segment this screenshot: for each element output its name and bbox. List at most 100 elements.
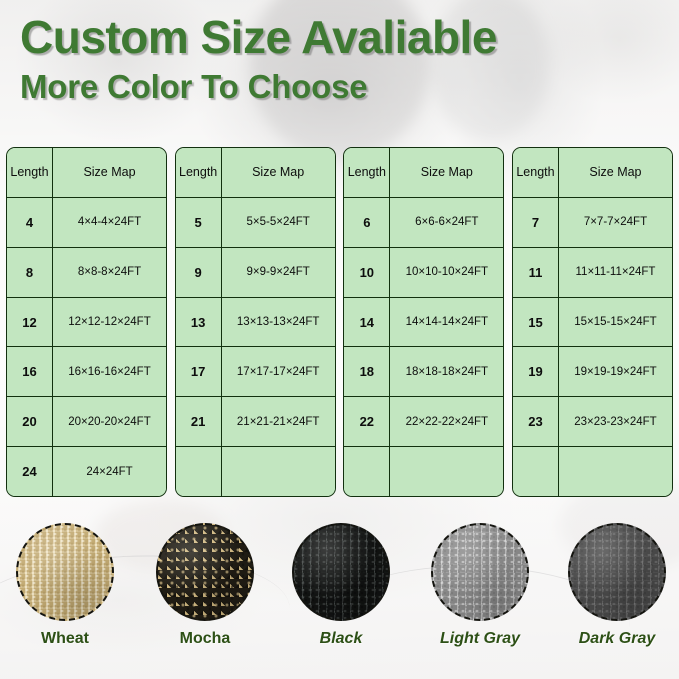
column-header-length: Length bbox=[344, 148, 391, 197]
cell-size-map: 14×14-14×24FT bbox=[390, 297, 504, 347]
swatch-label: Wheat bbox=[41, 630, 89, 647]
table-row: 12 12×12-12×24FT bbox=[7, 297, 166, 348]
fabric-swatch-icon bbox=[431, 523, 529, 621]
cell-length: 18 bbox=[344, 347, 391, 397]
column-header-size-map: Size Map bbox=[53, 148, 166, 197]
table-row: 20 20×20-20×24FT bbox=[7, 397, 166, 448]
table-row: 16 16×16-16×24FT bbox=[7, 347, 166, 398]
table-row: 5 5×5-5×24FT bbox=[175, 197, 335, 248]
column-header-size-map: Size Map bbox=[221, 148, 335, 197]
page-subtitle: More Color To Choose bbox=[20, 67, 368, 105]
table-header-row: Length Size Map bbox=[344, 148, 504, 198]
table-header-row: Length Size Map bbox=[175, 148, 335, 198]
swatch-label: Mocha bbox=[179, 630, 231, 647]
swatch-wheat[interactable]: Wheat bbox=[9, 523, 121, 648]
headings-block: Custom Size Avaliable More Color To Choo… bbox=[20, 14, 497, 104]
table-row: 4 4×4-4×24FT bbox=[7, 197, 166, 248]
cell-length bbox=[175, 447, 222, 496]
cell-size-map: 23×23-23×24FT bbox=[558, 397, 672, 447]
table-row-empty bbox=[175, 447, 335, 496]
cell-length: 16 bbox=[7, 347, 53, 397]
column-header-length: Length bbox=[175, 148, 222, 197]
table-row-empty bbox=[344, 447, 504, 496]
table-row: 22 22×22-22×24FT bbox=[344, 397, 504, 448]
size-tables: Length Size Map 4 4×4-4×24FT 8 8×8-8×24F… bbox=[6, 147, 673, 497]
cell-size-map: 19×19-19×24FT bbox=[558, 347, 672, 397]
cell-size-map: 5×5-5×24FT bbox=[221, 197, 335, 247]
cell-size-map: 12×12-12×24FT bbox=[53, 297, 166, 347]
cell-length: 10 bbox=[344, 247, 391, 297]
cell-size-map: 11×11-11×24FT bbox=[558, 247, 672, 297]
cell-length: 4 bbox=[7, 197, 53, 247]
swatch-dark-gray[interactable]: Dark Gray bbox=[561, 523, 673, 648]
column-header-size-map: Size Map bbox=[390, 148, 504, 197]
swatch-black[interactable]: Black bbox=[285, 523, 397, 648]
table-row: 23 23×23-23×24FT bbox=[512, 397, 672, 448]
swatch-mocha[interactable]: Mocha bbox=[149, 523, 261, 648]
table-row-empty bbox=[512, 447, 672, 496]
swatch-label: Light Gray bbox=[439, 630, 520, 647]
cell-size-map: 22×22-22×24FT bbox=[390, 397, 504, 447]
cell-length: 12 bbox=[7, 297, 53, 347]
cell-size-map: 20×20-20×24FT bbox=[53, 397, 166, 447]
cell-length: 11 bbox=[512, 247, 559, 297]
table-header-row: Length Size Map bbox=[7, 148, 166, 198]
cell-size-map: 21×21-21×24FT bbox=[221, 397, 335, 447]
cell-length: 21 bbox=[175, 397, 222, 447]
size-table-2: Length Size Map 5 5×5-5×24FT 9 9×9-9×24F… bbox=[174, 147, 336, 497]
color-swatches: Wheat Mocha Black Light Gray Dark Gray bbox=[0, 523, 679, 673]
swatch-light-gray[interactable]: Light Gray bbox=[424, 523, 536, 648]
cell-length bbox=[344, 447, 391, 496]
column-header-length: Length bbox=[7, 148, 53, 197]
table-row: 11 11×11-11×24FT bbox=[512, 247, 672, 298]
cell-length: 19 bbox=[512, 347, 559, 397]
cell-length bbox=[512, 447, 559, 496]
size-table-3: Length Size Map 6 6×6-6×24FT 10 10×10-10… bbox=[343, 147, 505, 497]
cell-size-map: 13×13-13×24FT bbox=[221, 297, 335, 347]
cell-length: 8 bbox=[7, 247, 53, 297]
cell-length: 20 bbox=[7, 397, 53, 447]
cell-size-map: 24×24FT bbox=[53, 447, 166, 496]
column-header-length: Length bbox=[512, 148, 559, 197]
table-header-row: Length Size Map bbox=[512, 148, 672, 198]
cell-size-map bbox=[390, 447, 504, 496]
table-row: 9 9×9-9×24FT bbox=[175, 247, 335, 298]
cell-length: 9 bbox=[175, 247, 222, 297]
cell-size-map: 15×15-15×24FT bbox=[558, 297, 672, 347]
cell-size-map: 18×18-18×24FT bbox=[390, 347, 504, 397]
table-row: 8 8×8-8×24FT bbox=[7, 247, 166, 298]
cell-size-map: 9×9-9×24FT bbox=[221, 247, 335, 297]
table-row: 18 18×18-18×24FT bbox=[344, 347, 504, 398]
swatch-label: Black bbox=[319, 630, 363, 647]
table-row: 6 6×6-6×24FT bbox=[344, 197, 504, 248]
table-row: 17 17×17-17×24FT bbox=[175, 347, 335, 398]
cell-length: 22 bbox=[344, 397, 391, 447]
cell-size-map: 6×6-6×24FT bbox=[390, 197, 504, 247]
table-row: 24 24×24FT bbox=[7, 447, 166, 496]
cell-size-map bbox=[221, 447, 335, 496]
page-title: Custom Size Avaliable bbox=[20, 11, 497, 63]
fabric-swatch-icon bbox=[156, 523, 254, 621]
table-row: 7 7×7-7×24FT bbox=[512, 197, 672, 248]
cell-length: 23 bbox=[512, 397, 559, 447]
cell-size-map: 4×4-4×24FT bbox=[53, 197, 166, 247]
table-row: 10 10×10-10×24FT bbox=[344, 247, 504, 298]
size-table-1: Length Size Map 4 4×4-4×24FT 8 8×8-8×24F… bbox=[6, 147, 167, 497]
cell-size-map: 10×10-10×24FT bbox=[390, 247, 504, 297]
cell-length: 24 bbox=[7, 447, 53, 496]
cell-size-map bbox=[558, 447, 672, 496]
cell-size-map: 17×17-17×24FT bbox=[221, 347, 335, 397]
column-header-size-map: Size Map bbox=[558, 148, 672, 197]
fabric-swatch-icon bbox=[568, 523, 666, 621]
cell-length: 15 bbox=[512, 297, 559, 347]
swatch-label: Dark Gray bbox=[578, 630, 656, 647]
cell-length: 17 bbox=[175, 347, 222, 397]
cell-length: 7 bbox=[512, 197, 559, 247]
cell-length: 6 bbox=[344, 197, 391, 247]
cell-length: 5 bbox=[175, 197, 222, 247]
size-table-4: Length Size Map 7 7×7-7×24FT 11 11×11-11… bbox=[511, 147, 673, 497]
table-row: 21 21×21-21×24FT bbox=[175, 397, 335, 448]
cell-size-map: 8×8-8×24FT bbox=[53, 247, 166, 297]
table-row: 13 13×13-13×24FT bbox=[175, 297, 335, 348]
